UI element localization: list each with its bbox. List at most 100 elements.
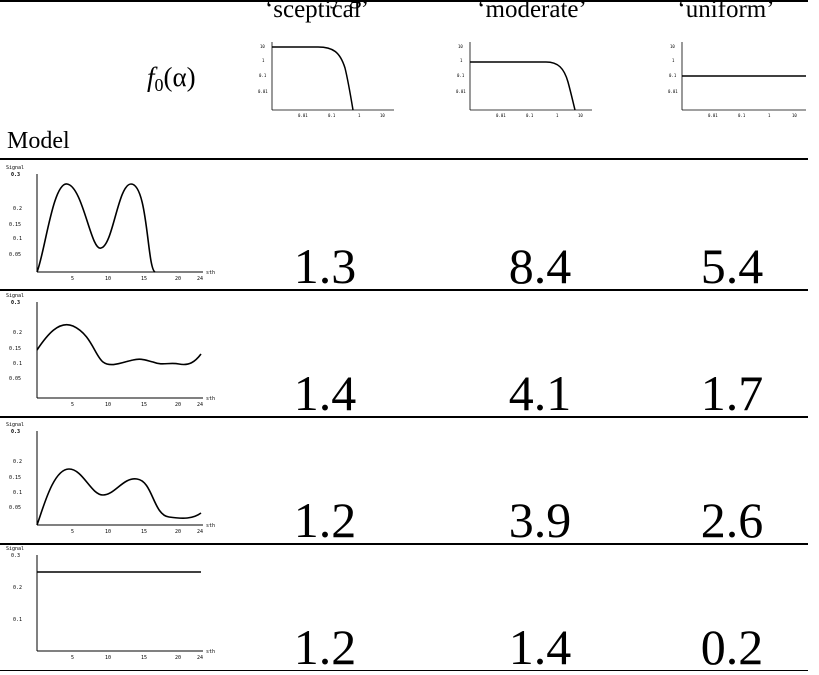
model-plot-2: Signal 0.3 0.2 0.15 0.1 0.05 5 10 15 20 … (6, 293, 215, 408)
x-tick: 10 (105, 655, 111, 661)
y-tick: 0.05 (9, 376, 21, 382)
prior-plot-sceptical: 10 1 0.1 0.01 0.01 0.1 1 10 (258, 42, 394, 118)
prior-xtick: 0.1 (328, 113, 336, 118)
prior-xtick: 10 (380, 113, 385, 118)
x-tick: 24 (197, 529, 203, 535)
signal-curve (36, 323, 202, 366)
x-tick: 10 (105, 402, 111, 408)
y-tick: 0.3 (11, 429, 20, 435)
y-tick: 0.1 (13, 617, 22, 623)
row-rule (0, 543, 808, 545)
bayes-factor-sceptical: 1.3 (293, 238, 357, 294)
bayes-factor-sceptical: 1.4 (293, 365, 357, 421)
x-axis-title: sth (206, 649, 215, 655)
x-tick: 20 (175, 529, 181, 535)
prior-xtick: 1 (768, 113, 771, 118)
y-tick: 0.3 (11, 553, 20, 559)
prior-xtick: 10 (792, 113, 797, 118)
x-tick: 5 (71, 529, 74, 535)
y-tick: 0.2 (13, 330, 22, 336)
prior-xtick: 0.01 (298, 113, 308, 118)
top-rule (0, 0, 808, 2)
prior-ytick: 0.1 (259, 73, 267, 78)
prior-ytick: 0.1 (457, 73, 465, 78)
x-axis-title: sth (206, 523, 215, 529)
y-axis-title: Signal (6, 165, 24, 171)
x-tick: 10 (105, 276, 111, 282)
prior-ytick: 1 (262, 58, 265, 63)
x-axis-title: sth (206, 396, 215, 402)
y-tick: 0.2 (13, 459, 22, 465)
column-header-moderate: ‘moderate’ (477, 0, 587, 23)
prior-ytick: 0.01 (456, 89, 466, 94)
prior-plot-uniform: 10 1 0.1 0.01 0.01 0.1 1 10 (668, 42, 806, 118)
prior-curve (470, 61, 576, 111)
bayes-factor-uniform: 1.7 (700, 365, 764, 421)
column-header-sceptical: ‘sceptical’ (264, 0, 370, 23)
prior-ytick: 10 (260, 44, 265, 49)
prior-xtick: 0.01 (708, 113, 718, 118)
x-tick: 15 (141, 655, 147, 661)
y-tick: 0.3 (11, 172, 20, 178)
title-fragment: y g (330, 0, 361, 10)
row-rule (0, 416, 808, 418)
x-axis-title: sth (206, 270, 215, 276)
bayes-factor-moderate: 1.4 (508, 619, 572, 675)
y-tick: 0.15 (9, 475, 21, 481)
prior-xtick: 0.1 (526, 113, 534, 118)
bayes-factor-sceptical: 1.2 (293, 619, 357, 675)
y-tick: 0.1 (13, 490, 22, 496)
prior-axes (271, 42, 394, 111)
prior-ytick: 1 (672, 58, 675, 63)
y-tick: 0.1 (13, 236, 22, 242)
prior-curve (272, 46, 354, 111)
y-tick: 0.15 (9, 222, 21, 228)
prior-plot-moderate: 10 1 0.1 0.01 0.01 0.1 1 10 (456, 42, 592, 118)
y-axis-title: Signal (6, 546, 24, 552)
prior-function-label: f0(α) (147, 62, 196, 95)
signal-curve (36, 183, 156, 273)
prior-ytick: 0.01 (258, 89, 268, 94)
y-tick: 0.05 (9, 505, 21, 511)
model-plot-3: Signal 0.3 0.2 0.15 0.1 0.05 5 10 15 20 … (6, 422, 215, 535)
x-tick: 15 (141, 276, 147, 282)
x-tick: 5 (71, 276, 74, 282)
x-tick: 24 (197, 402, 203, 408)
model-plot-1: Signal 0.3 0.2 0.15 0.1 0.05 5 10 15 20 … (6, 165, 215, 282)
x-tick: 24 (197, 655, 203, 661)
y-axis-title: Signal (6, 293, 24, 299)
y-tick: 0.15 (9, 346, 21, 352)
y-tick: 0.2 (13, 206, 22, 212)
bayes-factor-uniform: 5.4 (700, 238, 764, 294)
x-tick: 5 (71, 402, 74, 408)
x-tick: 20 (175, 402, 181, 408)
prior-ytick: 0.01 (668, 89, 678, 94)
x-tick: 24 (197, 276, 203, 282)
bayes-factor-uniform: 2.6 (700, 492, 764, 548)
column-header-uniform: ‘uniform’ (677, 0, 775, 23)
prior-xtick: 1 (358, 113, 361, 118)
x-tick: 15 (141, 529, 147, 535)
row-rule (0, 289, 808, 291)
x-tick: 10 (105, 529, 111, 535)
y-tick: 0.1 (13, 361, 22, 367)
prior-ytick: 0.1 (669, 73, 677, 78)
signal-curve (36, 468, 202, 526)
x-tick: 15 (141, 402, 147, 408)
y-tick: 0.2 (13, 585, 22, 591)
prior-xtick: 0.01 (496, 113, 506, 118)
x-tick: 20 (175, 276, 181, 282)
y-axis-title: Signal (6, 422, 24, 428)
bayes-factor-uniform: 0.2 (700, 619, 764, 675)
prior-xtick: 1 (556, 113, 559, 118)
prior-ytick: 1 (460, 58, 463, 63)
model-label: Model (7, 128, 70, 154)
prior-ticks: 10 1 0.1 0.01 0.01 0.1 1 10 (258, 44, 385, 118)
header-rule (0, 158, 808, 160)
bayes-factor-moderate: 4.1 (508, 365, 572, 421)
prior-xtick: 10 (578, 113, 583, 118)
y-tick: 0.05 (9, 252, 21, 258)
bayes-factor-moderate: 8.4 (508, 238, 572, 294)
prior-xtick: 0.1 (738, 113, 746, 118)
model-plot-4: Signal 0.3 0.2 0.1 5 10 15 20 24 sth (6, 546, 215, 661)
